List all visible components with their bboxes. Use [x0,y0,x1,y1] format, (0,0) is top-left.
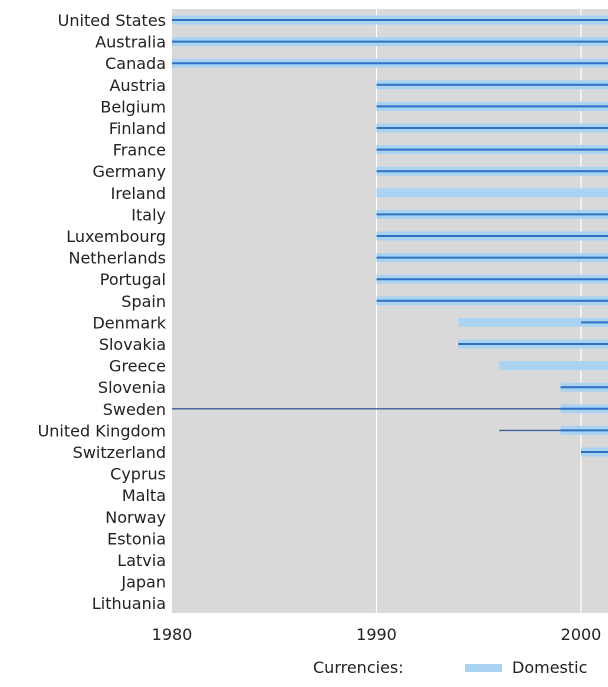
country-label-ireland: Ireland [111,184,166,203]
country-label-cyprus: Cyprus [110,465,166,484]
legend-heading: Currencies: [313,658,404,677]
legend-swatch-domestic [465,664,502,672]
domestic-bar-greece [499,361,608,370]
country-label-sweden: Sweden [103,400,166,419]
country-label-italy: Italy [131,205,166,224]
x-tick-label-1990: 1990 [356,625,397,644]
country-label-austria: Austria [109,76,166,95]
country-label-france: France [113,141,166,160]
legend: Currencies: Domestic [313,658,587,677]
country-label-united-states: United States [58,11,166,30]
country-label-greece: Greece [109,357,166,376]
country-labels: United States Australia Canada Austria Belgi… [38,11,167,613]
plot-background [172,9,608,613]
x-tick-label-2000: 2000 [561,625,602,644]
country-label-slovenia: Slovenia [98,378,166,397]
country-label-lithuania: Lithuania [92,594,166,613]
country-label-switzerland: Switzerland [73,443,166,462]
domestic-bar-ireland [377,188,608,197]
x-tick-label-1980: 1980 [152,625,193,644]
legend-label-domestic: Domestic [512,658,587,677]
country-label-finland: Finland [109,119,166,138]
country-label-belgium: Belgium [100,97,166,116]
country-label-united-kingdom: United Kingdom [38,421,166,440]
country-label-slovakia: Slovakia [99,335,166,354]
country-label-netherlands: Netherlands [68,249,166,268]
country-label-denmark: Denmark [92,313,166,332]
x-axis-ticks: 19801990200020102020 [152,625,608,644]
country-label-japan: Japan [120,573,166,592]
country-label-luxembourg: Luxembourg [66,227,166,246]
country-label-latvia: Latvia [117,551,166,570]
country-label-norway: Norway [105,508,166,527]
country-label-portugal: Portugal [100,270,166,289]
country-label-spain: Spain [121,292,166,311]
country-label-malta: Malta [122,486,166,505]
country-label-australia: Australia [95,33,166,52]
country-label-canada: Canada [105,54,166,73]
country-label-estonia: Estonia [107,529,166,548]
country-label-germany: Germany [92,162,166,181]
